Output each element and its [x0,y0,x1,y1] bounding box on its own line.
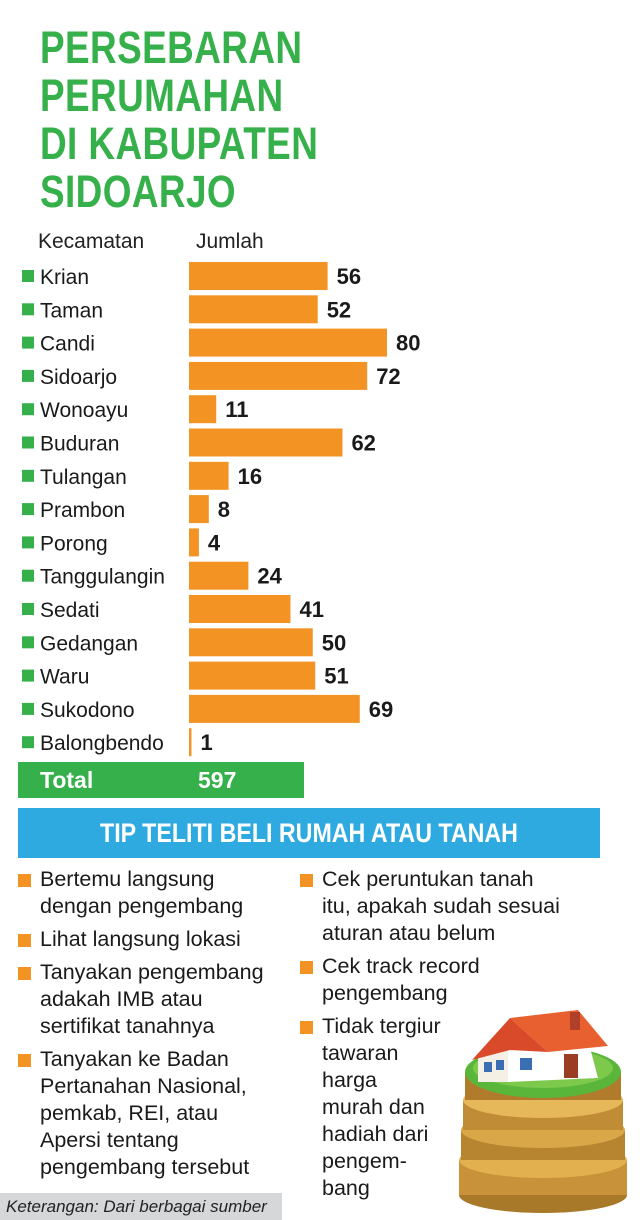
bar [189,728,192,757]
bar-value-label: 11 [225,397,248,422]
bar-value-label: 8 [218,497,230,522]
bar-value-label: 24 [257,564,282,589]
bar-value-label: 4 [208,530,221,555]
total-value: 597 [198,767,237,793]
tip-text: Bertemu langsung dengan pengembang [40,867,244,918]
category-label: Waru [40,666,89,689]
title-line-1: PERSEBARAN [40,22,303,73]
category-label: Sukodono [40,699,135,722]
tip-item: Tidak tergiur tawaran harga murah dan ha… [300,1013,600,1202]
bar [189,328,387,357]
category-marker [22,469,34,482]
tip-text: Cek peruntukan tanah itu, apakah sudah s… [322,867,560,945]
bullet-square-icon [300,1021,313,1034]
category-label: Krian [40,266,89,289]
bar [189,595,291,623]
district-column-header: Kecamatan [38,230,145,253]
tips-banner: TIP TELITI BELI RUMAH ATAU TANAH [18,808,600,858]
bar [189,561,249,590]
bar [189,461,229,490]
bullet-square-icon [18,1054,31,1067]
total-row: Total 597 [18,762,304,798]
tip-item: Bertemu langsung dengan pengembang [18,866,286,920]
tip-text: Lihat langsung lokasi [40,927,241,951]
source-note: Keterangan: Dari berbagai sumber [0,1193,282,1220]
tips-right-column: Cek peruntukan tanah itu, apakah sudah s… [300,866,600,1208]
bar-value-label: 62 [351,431,375,456]
title-line-4: SIDOARJO [40,166,237,217]
category-label: Wonoayu [40,399,128,422]
category-label: Candi [40,333,95,356]
bar [189,262,328,290]
bar [189,395,217,424]
category-marker [22,736,34,749]
category-label: Buduran [40,433,119,456]
bar-value-label: 56 [337,264,361,289]
tip-item: Lihat langsung lokasi [18,926,286,953]
title-line-3: DI KABUPATEN [40,118,319,169]
bar-value-label: 50 [322,630,346,655]
bar [189,295,318,324]
category-marker [22,603,34,615]
tip-text: Tidak tergiur tawaran harga murah dan ha… [322,1014,441,1200]
category-label: Porong [40,532,108,555]
bullet-square-icon [300,961,313,974]
bar-value-label: 69 [369,697,393,722]
tip-text: Cek track record pengembang [322,954,480,1005]
category-label: Sidoarjo [40,366,117,389]
bar-value-label: 16 [238,464,262,489]
category-marker [22,336,34,349]
category-marker [22,436,34,449]
bullet-square-icon [18,967,31,980]
bar-value-label: 41 [299,597,323,622]
category-marker [22,536,34,549]
bar [189,428,343,457]
bar-value-label: 51 [324,664,348,689]
bar-value-label: 80 [396,331,420,356]
bar [189,361,368,390]
tips-heading: TIP TELITI BELI RUMAH ATAU TANAH [100,818,518,848]
bar [189,694,360,723]
bar-value-label: 72 [376,364,400,389]
category-marker [22,669,34,682]
tip-item: Cek peruntukan tanah itu, apakah sudah s… [300,866,600,947]
house-on-coins-icon [459,1010,627,1213]
category-marker [22,403,34,416]
category-marker [22,503,34,516]
category-label: Tulangan [40,466,127,489]
bar-value-label: 52 [327,297,351,322]
bar-value-label: 1 [200,730,212,755]
category-marker [22,303,34,316]
tips-left-column: Bertemu langsung dengan pengembang Lihat… [18,866,286,1187]
chart-title: PERSEBARAN PERUMAHAN DI KABUPATEN SIDOAR… [40,24,384,216]
title-line-2: PERUMAHAN [40,70,284,121]
bar [189,661,316,690]
bullet-square-icon [18,934,31,947]
bar [189,528,199,557]
count-column-header: Jumlah [196,230,264,253]
category-marker [22,636,34,649]
category-label: Taman [40,299,103,322]
category-label: Prambon [40,499,125,522]
tip-text: Tanyakan pengembang adakah IMB atau sert… [40,960,264,1038]
category-marker [22,702,34,715]
category-label: Gedangan [40,632,138,655]
bar [189,628,313,657]
bullet-square-icon [18,874,31,887]
category-marker [22,270,34,282]
category-label: Tanggulangin [40,566,165,589]
total-label: Total [40,767,94,793]
category-label: Sedati [40,599,100,622]
tip-item: Tanyakan pengembang adakah IMB atau sert… [18,959,286,1040]
tip-text: Tanyakan ke Badan Pertanahan Nasional, p… [40,1047,250,1179]
tip-item: Tanyakan ke Badan Pertanahan Nasional, p… [18,1046,286,1181]
bar [189,495,209,524]
category-marker [22,369,34,382]
category-marker [22,569,34,582]
category-label: Balongbendo [40,732,164,755]
tip-item: Cek track record pengembang [300,953,600,1007]
bullet-square-icon [300,874,313,887]
